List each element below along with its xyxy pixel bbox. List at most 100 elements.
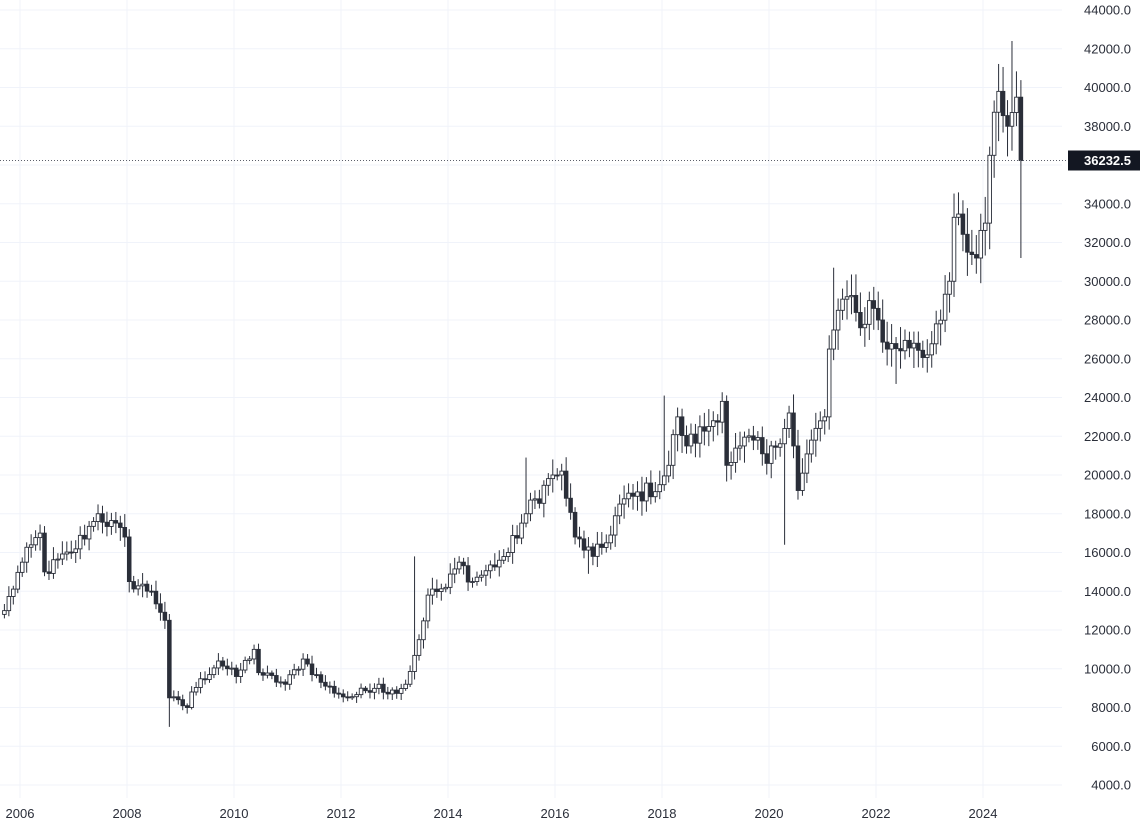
- candle: [470, 577, 475, 588]
- candle: [822, 409, 827, 435]
- candle-body-up: [376, 683, 382, 689]
- candle: [514, 525, 520, 545]
- candle: [416, 634, 422, 661]
- candle-body-up: [479, 574, 484, 578]
- candle-body-up: [238, 669, 243, 677]
- candle-body-down: [791, 412, 796, 447]
- candle-body-down: [314, 674, 319, 677]
- candle-body-up: [447, 573, 453, 588]
- candle-body-down: [875, 307, 881, 321]
- candle-body-down: [907, 339, 912, 349]
- candle-body-up: [818, 420, 823, 429]
- candle-body-down: [537, 498, 542, 504]
- candle: [563, 457, 569, 507]
- candle: [318, 671, 324, 689]
- candle-body-up: [287, 674, 292, 685]
- candle: [430, 577, 435, 605]
- candle: [421, 617, 426, 649]
- x-tick-label: 2010: [220, 806, 249, 821]
- candle-body-down: [363, 687, 368, 692]
- candle-body-up: [929, 343, 934, 356]
- candle-body-up: [867, 300, 872, 325]
- candle-body-down: [693, 433, 698, 444]
- candle-body-up: [996, 90, 1001, 113]
- candle: [969, 229, 975, 265]
- candle: [889, 324, 894, 367]
- candle-body-down: [858, 312, 863, 329]
- candle: [220, 656, 226, 671]
- candle: [791, 394, 796, 459]
- candle-body-up: [987, 154, 992, 224]
- candle-body-down: [202, 678, 208, 681]
- candle: [693, 423, 698, 458]
- candle-body-up: [278, 681, 284, 684]
- candle-body-up: [755, 437, 761, 441]
- x-tick-label: 2006: [6, 806, 35, 821]
- y-tick-label: 8000.0: [1091, 700, 1131, 715]
- candle-body-up: [95, 513, 101, 522]
- candle: [996, 63, 1001, 142]
- candle: [122, 514, 128, 547]
- candle: [95, 504, 101, 531]
- time-axis[interactable]: 2006 2008 2010 2012 2014 2016 2018 2020 2022 2024: [6, 806, 998, 821]
- candle: [363, 686, 368, 694]
- candle: [238, 662, 243, 684]
- candle: [447, 563, 453, 595]
- candle: [376, 677, 382, 695]
- candle: [831, 267, 836, 361]
- candle: [305, 654, 310, 667]
- candle-body-up: [474, 576, 480, 583]
- candle-body-down: [394, 689, 399, 694]
- candle: [528, 492, 533, 522]
- candle: [586, 537, 591, 574]
- candle-body-down: [590, 546, 596, 557]
- candle-body-up: [719, 400, 725, 423]
- candle-body-down: [42, 532, 47, 573]
- candle: [733, 432, 738, 473]
- y-tick-label: 42000.0: [1084, 41, 1131, 56]
- x-tick-label: 2014: [434, 806, 463, 821]
- candle-body-up: [73, 548, 78, 553]
- candle-body-up: [604, 542, 609, 548]
- candle: [590, 542, 596, 566]
- candle-body-up: [430, 588, 435, 596]
- candle: [314, 667, 319, 679]
- candle: [216, 653, 221, 675]
- candle-body-up: [412, 654, 417, 672]
- candle: [902, 329, 908, 360]
- candle-body-down: [960, 213, 966, 235]
- candle: [991, 100, 997, 178]
- candles: [2, 41, 1024, 727]
- y-tick-label: 10000.0: [1084, 661, 1131, 676]
- candle: [158, 593, 163, 621]
- candle-body-up: [742, 436, 747, 447]
- candle: [559, 463, 564, 491]
- candle-body-down: [131, 581, 136, 590]
- candle: [381, 677, 386, 700]
- candle-body-down: [1005, 115, 1010, 127]
- candle: [510, 524, 515, 564]
- candle: [189, 686, 194, 710]
- candle-body-up: [354, 694, 359, 698]
- candle-body-up: [733, 447, 738, 463]
- candle-body-up: [135, 585, 141, 590]
- candle-body-up: [528, 499, 533, 515]
- candle-body-up: [2, 610, 7, 615]
- y-tick-label: 24000.0: [1084, 390, 1131, 405]
- candle-body-down: [630, 492, 636, 497]
- candle: [483, 564, 489, 586]
- candle-body-down: [884, 341, 890, 350]
- price-axis[interactable]: 4000.0 6000.0 8000.0 10000.0 12000.0 14000.0 1…: [1068, 3, 1140, 793]
- candle-body-down: [760, 437, 765, 455]
- candle: [149, 584, 154, 596]
- y-tick-label: 12000.0: [1084, 623, 1131, 638]
- candle-body-up: [586, 546, 591, 551]
- candle: [269, 670, 275, 680]
- candle-body-up: [844, 296, 850, 300]
- candle-body-up: [358, 687, 364, 696]
- candle: [670, 429, 676, 480]
- candle-body-down: [648, 482, 654, 498]
- candle-body-down: [702, 426, 707, 432]
